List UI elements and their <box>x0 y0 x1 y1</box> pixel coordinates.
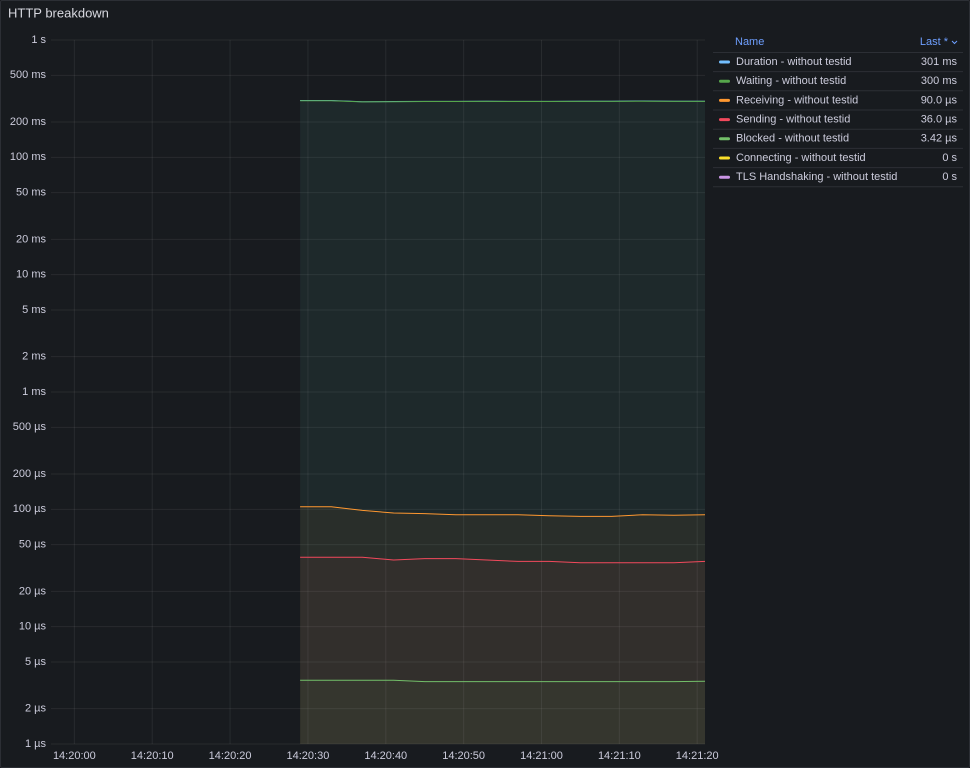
series-line <box>300 506 706 517</box>
x-tick-label: 14:20:40 <box>364 750 407 762</box>
series-line <box>300 556 706 564</box>
y-tick-label: 20 µs <box>19 585 47 597</box>
legend-swatch <box>719 98 730 102</box>
legend-swatch <box>719 118 730 122</box>
x-tick-label: 14:20:20 <box>209 750 252 762</box>
x-tick-label: 14:20:50 <box>442 750 485 762</box>
legend-name[interactable]: Waiting - without testid <box>736 75 846 87</box>
y-tick-label: 50 µs <box>19 539 47 551</box>
y-tick-label: 10 ms <box>16 269 46 281</box>
y-tick-label: 100 µs <box>13 503 47 515</box>
legend-swatch <box>719 79 730 83</box>
y-tick-label: 200 µs <box>13 468 47 480</box>
y-tick-label: 500 ms <box>10 69 47 81</box>
legend-last: 36.0 µs <box>921 114 958 126</box>
legend-header-last[interactable]: Last * <box>920 36 949 48</box>
series-line <box>300 100 705 103</box>
x-tick-label: 14:20:30 <box>287 750 330 762</box>
y-tick-label: 500 µs <box>13 421 47 433</box>
sort-icon <box>951 40 958 45</box>
legend-last: 3.42 µs <box>921 133 958 145</box>
series-area <box>300 680 705 744</box>
legend-swatch <box>719 156 730 160</box>
series-area <box>300 100 705 744</box>
x-tick-label: 14:21:00 <box>520 750 563 762</box>
y-tick-label: 5 µs <box>25 656 47 668</box>
y-tick-label: 1 s <box>31 34 46 46</box>
y-tick-label: 1 µs <box>25 738 47 750</box>
y-tick-label: 100 ms <box>10 151 47 163</box>
y-tick-label: 5 ms <box>22 304 46 316</box>
series-area <box>300 506 705 744</box>
y-tick-label: 2 ms <box>22 351 46 363</box>
legend-swatch <box>719 60 730 64</box>
legend-name[interactable]: Blocked - without testid <box>736 133 849 145</box>
panel-title: HTTP breakdown <box>8 5 109 20</box>
legend-last: 300 ms <box>921 75 958 87</box>
y-tick-label: 200 ms <box>10 116 47 128</box>
series-line <box>300 679 706 683</box>
x-tick-label: 14:21:20 <box>676 750 719 762</box>
y-tick-label: 10 µs <box>19 621 47 633</box>
legend-last: 90.0 µs <box>921 94 958 106</box>
legend-last: 0 s <box>942 152 957 164</box>
legend-name[interactable]: Sending - without testid <box>736 114 850 126</box>
legend-swatch <box>719 137 730 141</box>
legend-header-name[interactable]: Name <box>735 36 764 48</box>
legend-last: 301 ms <box>921 56 958 68</box>
legend-last: 0 s <box>942 171 957 183</box>
y-tick-label: 1 ms <box>22 386 46 398</box>
x-tick-label: 14:20:10 <box>131 750 174 762</box>
y-tick-label: 50 ms <box>16 187 46 199</box>
legend-name[interactable]: Connecting - without testid <box>736 152 866 164</box>
legend-swatch <box>719 175 730 179</box>
y-tick-label: 20 ms <box>16 233 46 245</box>
series-area <box>300 100 705 744</box>
series-area <box>300 557 705 744</box>
legend-name[interactable]: Duration - without testid <box>736 56 852 68</box>
y-tick-label: 2 µs <box>25 703 47 715</box>
x-tick-label: 14:20:00 <box>53 750 96 762</box>
x-tick-label: 14:21:10 <box>598 750 641 762</box>
legend-name[interactable]: TLS Handshaking - without testid <box>736 171 897 183</box>
legend-name[interactable]: Receiving - without testid <box>736 94 858 106</box>
